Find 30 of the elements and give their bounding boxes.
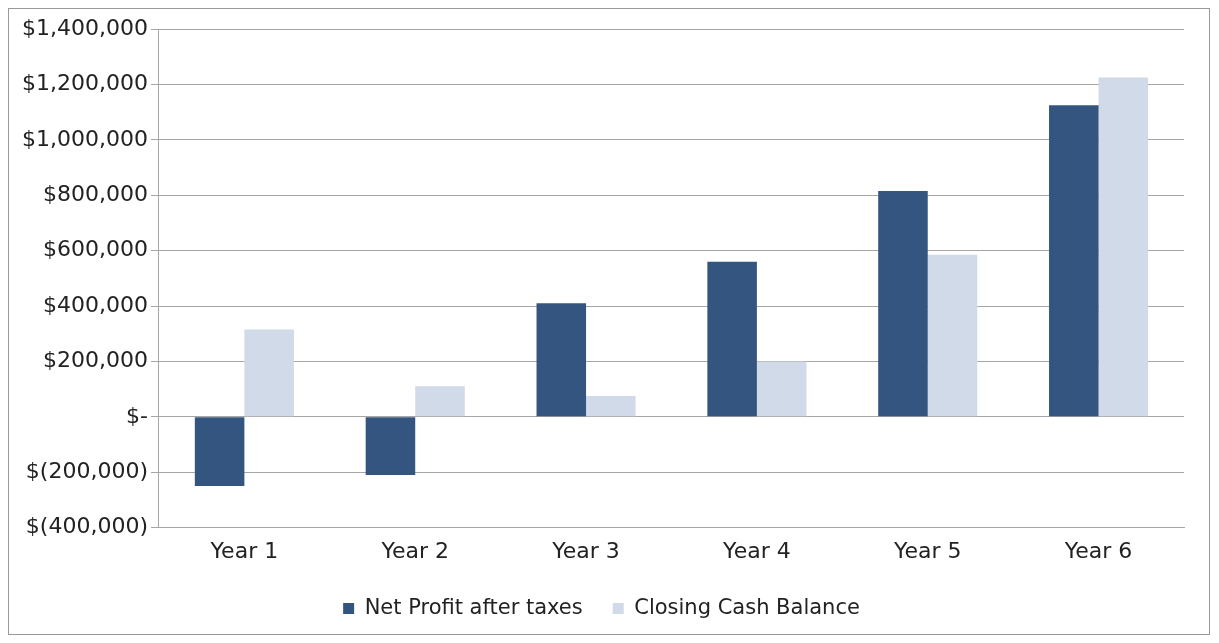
bar <box>586 396 636 417</box>
y-tick-label: $200,000 <box>42 347 148 373</box>
legend-label: Closing Cash Balance <box>634 594 860 619</box>
bar <box>756 361 807 417</box>
y-tick-label: $1,000,000 <box>21 125 148 151</box>
x-tick-label: Year 2 <box>380 537 450 563</box>
x-tick-label: Year 3 <box>551 537 620 563</box>
x-tick-label: Year 6 <box>1063 537 1133 563</box>
y-tick-label: $1,200,000 <box>21 70 148 96</box>
bar <box>194 417 245 487</box>
bar <box>536 303 587 417</box>
bar <box>244 329 294 417</box>
y-tick-label: $(400,000) <box>25 513 148 539</box>
x-tick-label: Year 5 <box>892 537 962 563</box>
y-tick-label: $800,000 <box>42 180 148 206</box>
x-tick-label: Year 1 <box>209 537 279 563</box>
bar <box>1098 77 1149 417</box>
bar <box>878 191 928 417</box>
y-tick-label: $(200,000) <box>25 457 148 483</box>
legend-label: Net Profit after taxes <box>364 594 583 619</box>
bar <box>365 417 416 475</box>
y-tick-label: $1,400,000 <box>21 14 148 40</box>
y-tick-label: $400,000 <box>42 291 148 317</box>
bar <box>707 261 757 417</box>
bar <box>1049 105 1099 417</box>
x-tick-label: Year 4 <box>722 537 791 563</box>
bar <box>415 386 465 417</box>
y-tick-label: $- <box>126 402 148 428</box>
bar <box>927 254 978 417</box>
y-tick-label: $600,000 <box>42 236 148 262</box>
